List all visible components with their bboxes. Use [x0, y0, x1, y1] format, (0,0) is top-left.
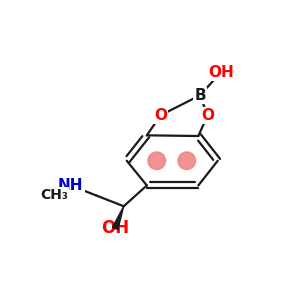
Text: NH: NH	[58, 178, 83, 193]
Text: O: O	[201, 108, 214, 123]
Text: CH₃: CH₃	[40, 188, 68, 203]
Text: OH: OH	[101, 219, 129, 237]
Text: B: B	[194, 88, 206, 103]
Polygon shape	[112, 206, 124, 230]
Circle shape	[148, 152, 166, 169]
Text: O: O	[154, 108, 167, 123]
Circle shape	[178, 152, 196, 169]
Text: OH: OH	[208, 65, 234, 80]
